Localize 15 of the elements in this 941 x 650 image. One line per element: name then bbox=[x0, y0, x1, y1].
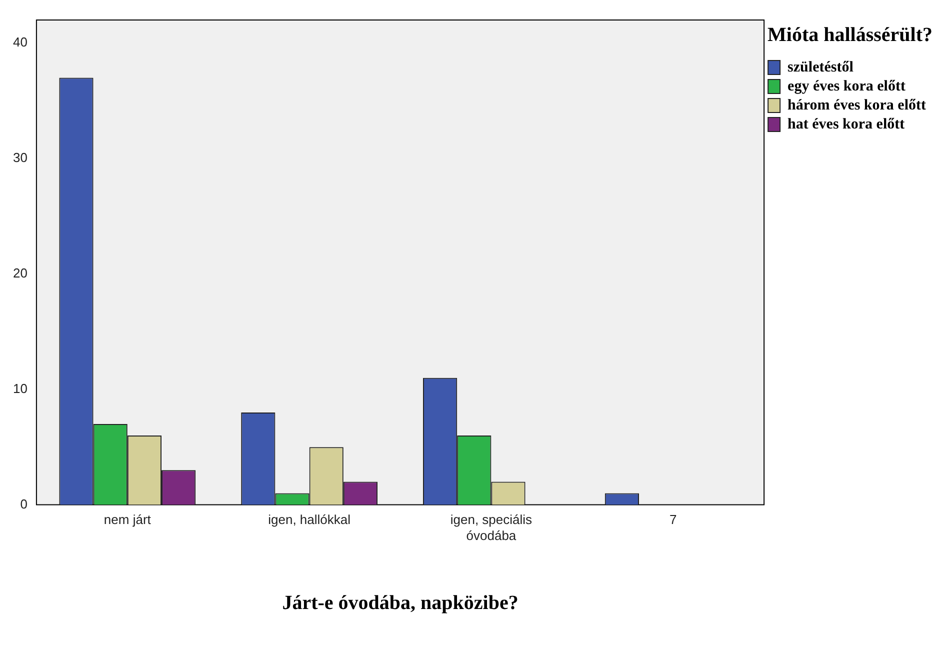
x-tick-label: 7 bbox=[669, 512, 677, 528]
x-tick-label: igen, speciális óvodába bbox=[450, 512, 533, 543]
y-tick-label: 40 bbox=[12, 34, 28, 50]
legend-label: három éves kora előtt bbox=[788, 97, 926, 114]
x-tick-label: nem járt bbox=[104, 512, 152, 528]
y-tick-label: 30 bbox=[12, 150, 28, 166]
legend-title: Mióta hallássérült? bbox=[768, 24, 933, 46]
legend-label: egy éves kora előtt bbox=[788, 78, 906, 94]
x-axis-title: Járt-e óvodába, napközibe? bbox=[282, 592, 518, 614]
legend-label: születéstől bbox=[788, 59, 854, 76]
y-tick-label: 20 bbox=[12, 266, 28, 281]
legend-label: hat éves kora előtt bbox=[788, 116, 905, 132]
y-tick-label: 10 bbox=[12, 380, 28, 396]
x-tick-label: igen, hallókkal bbox=[268, 512, 351, 528]
y-tick-label: 0 bbox=[20, 496, 28, 512]
